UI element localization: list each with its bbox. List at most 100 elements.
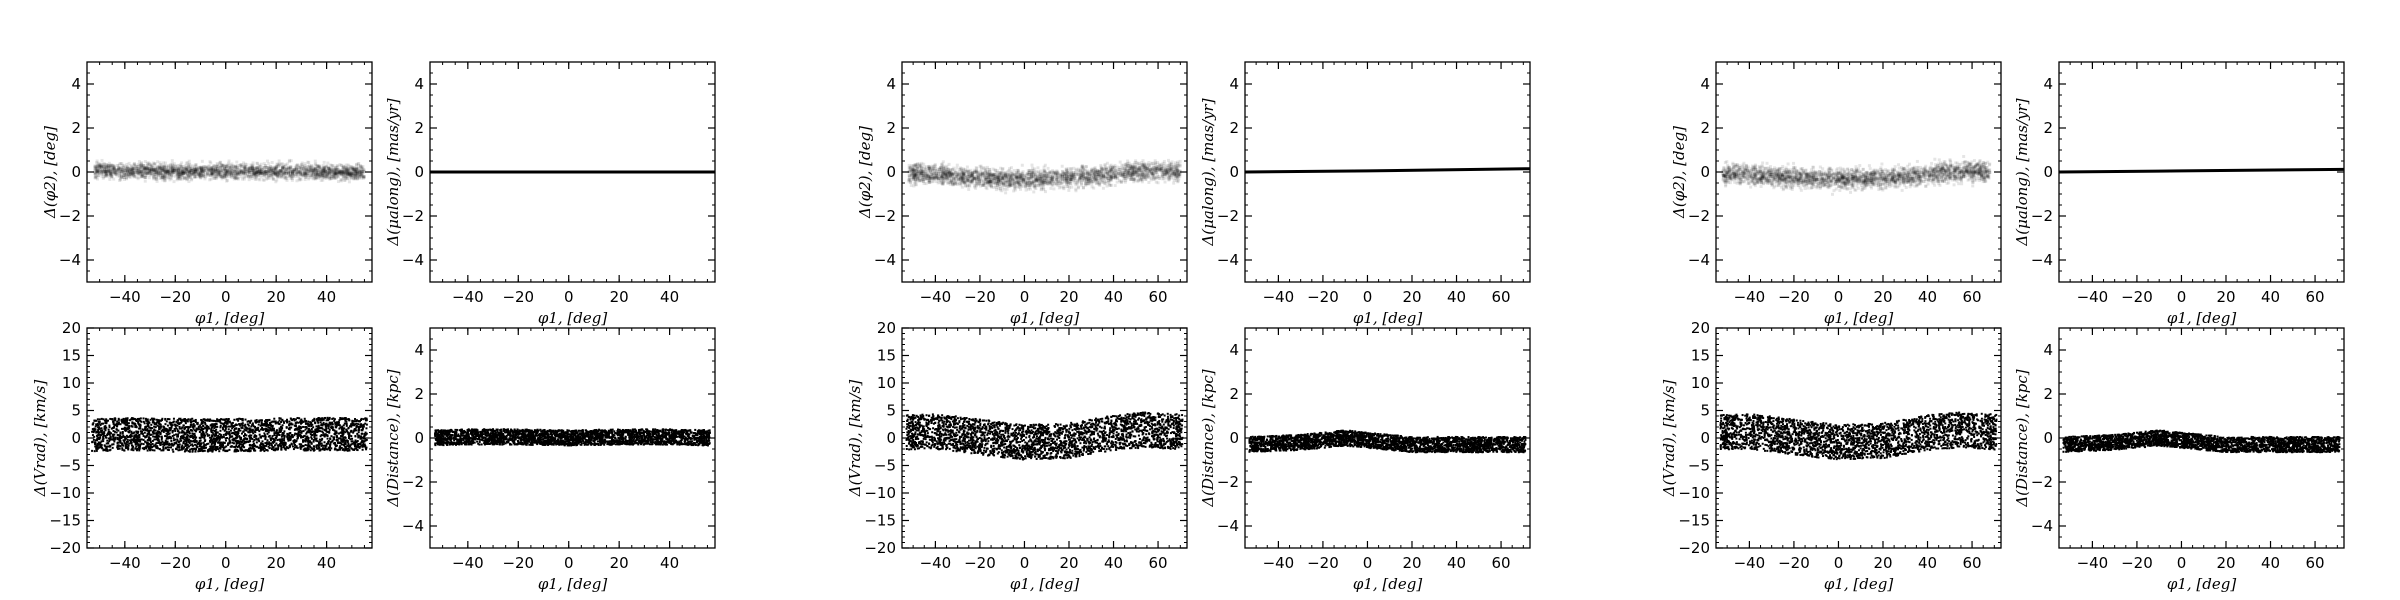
data-point [212,429,215,432]
density-point [169,167,173,171]
data-point [269,439,272,442]
density-point [136,170,140,174]
data-point [275,434,278,437]
density-point [238,170,242,174]
density-point [325,171,329,175]
density-point [154,171,158,175]
data-point [353,420,356,423]
density-point [176,168,180,172]
density-point [140,173,144,177]
density-point [253,175,257,179]
density-point [354,167,358,171]
data-point [297,430,300,433]
data-point [302,445,305,448]
density-point [237,171,241,175]
density-point [195,167,199,171]
data-point [251,437,254,440]
data-point [337,432,340,435]
density-point [97,169,101,173]
density-point [200,168,204,172]
data-point [198,449,201,452]
data-point [175,420,178,423]
density-point [291,174,295,178]
density-point [334,172,338,176]
data-point [203,435,206,438]
density-point [251,168,255,172]
density-point [259,171,263,175]
density-point [200,170,204,174]
density-point [232,168,236,172]
density-point [219,169,223,173]
density-point [334,170,338,174]
data-point [178,445,181,448]
density-point [183,171,187,175]
data-point [222,441,225,444]
density-point [137,171,141,175]
density-point [314,170,318,174]
density-point [326,170,330,174]
density-point [221,170,225,174]
data-point [132,422,135,425]
density-point [95,159,99,163]
data-point [95,446,98,449]
density-point [352,165,356,169]
density-point [322,166,326,170]
density-point [184,167,188,171]
density-point [110,165,114,169]
x-tick-label: 0 [564,288,574,306]
density-point [259,167,263,171]
data-point [345,420,348,423]
density-point [160,165,164,169]
data-point [263,432,266,435]
data-point [197,426,200,429]
density-point [151,168,155,172]
data-point [218,444,221,447]
density-point [243,171,247,175]
density-point [214,175,218,179]
density-point [265,172,269,176]
density-point [349,172,353,176]
data-point [142,429,145,432]
density-point [137,163,141,167]
density-point [306,174,310,178]
data-point [339,437,342,440]
density-point [198,173,202,177]
density-point [283,171,287,175]
density-point [268,167,272,171]
data-point [179,419,182,422]
density-point [262,169,266,173]
density-point [260,167,264,171]
density-point [210,172,214,176]
density-point [302,167,306,171]
density-point [222,169,226,173]
density-point [108,166,112,170]
data-point [102,440,105,443]
density-point [280,171,284,175]
data-point [106,433,109,436]
data-point [183,428,186,431]
density-point [189,176,193,180]
density-point [291,172,295,176]
density-point [117,174,121,178]
data-point [282,445,285,448]
density-point [262,170,266,174]
density-point [275,166,279,170]
density-point [117,171,121,175]
x-tick-label: −40 [109,288,141,306]
density-point [272,177,276,181]
data-point [355,441,358,444]
density-point [253,172,257,176]
density-point [180,173,184,177]
density-point [331,164,335,168]
density-point [248,170,252,174]
density-point [234,174,238,178]
density-point [99,165,103,169]
data-point [145,441,148,444]
data-point [280,442,283,445]
density-point [302,171,306,175]
density-point [221,173,225,177]
data-point [247,440,250,443]
density-point [242,170,246,174]
data-point [250,444,253,447]
data-point [125,417,128,420]
